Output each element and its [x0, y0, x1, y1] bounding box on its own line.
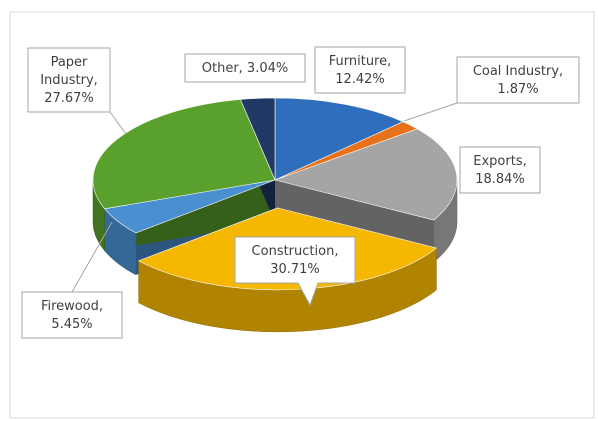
data-label-line: 5.45% — [51, 317, 92, 332]
leader-line — [403, 102, 458, 122]
data-label: Firewood, 5.45% — [41, 299, 103, 332]
data-label-line: 27.67% — [44, 91, 94, 106]
data-label: Exports, 18.84% — [473, 154, 526, 187]
label-box — [456, 56, 580, 104]
data-label-line: Firewood, — [41, 299, 103, 314]
label-box — [21, 291, 123, 339]
data-label-line: 30.71% — [270, 262, 320, 277]
data-label-line: 1.87% — [497, 82, 538, 97]
slice — [92, 99, 276, 210]
slice — [273, 128, 458, 221]
label-box — [184, 53, 306, 83]
data-label-line: Construction, — [252, 244, 339, 259]
data-label-line: 12.42% — [335, 72, 385, 87]
label-box — [27, 47, 111, 113]
label-box — [314, 46, 406, 94]
slice-wall — [104, 180, 275, 251]
data-label-line: 18.84% — [475, 172, 525, 187]
slice — [240, 97, 276, 181]
data-label: Construction, 30.71% — [252, 244, 339, 277]
data-label-line: Other, 3.04% — [202, 61, 288, 76]
data-label: Paper Industry, 27.67% — [40, 55, 98, 106]
leader-line — [71, 221, 113, 293]
data-label-line: Paper — [51, 55, 88, 70]
leader-line — [109, 111, 127, 135]
data-label-line: Furniture, — [329, 54, 392, 69]
label-box — [234, 236, 356, 307]
slice — [274, 97, 404, 181]
data-label: Coal Industry, 1.87% — [473, 64, 563, 97]
label-box — [459, 146, 541, 194]
data-label-line: Coal Industry, — [473, 64, 563, 79]
data-label: Other, 3.04% — [202, 61, 288, 76]
data-label-line: Industry, — [40, 73, 98, 88]
data-label: Furniture, 12.42% — [329, 54, 392, 87]
data-label-line: Exports, — [473, 154, 526, 169]
